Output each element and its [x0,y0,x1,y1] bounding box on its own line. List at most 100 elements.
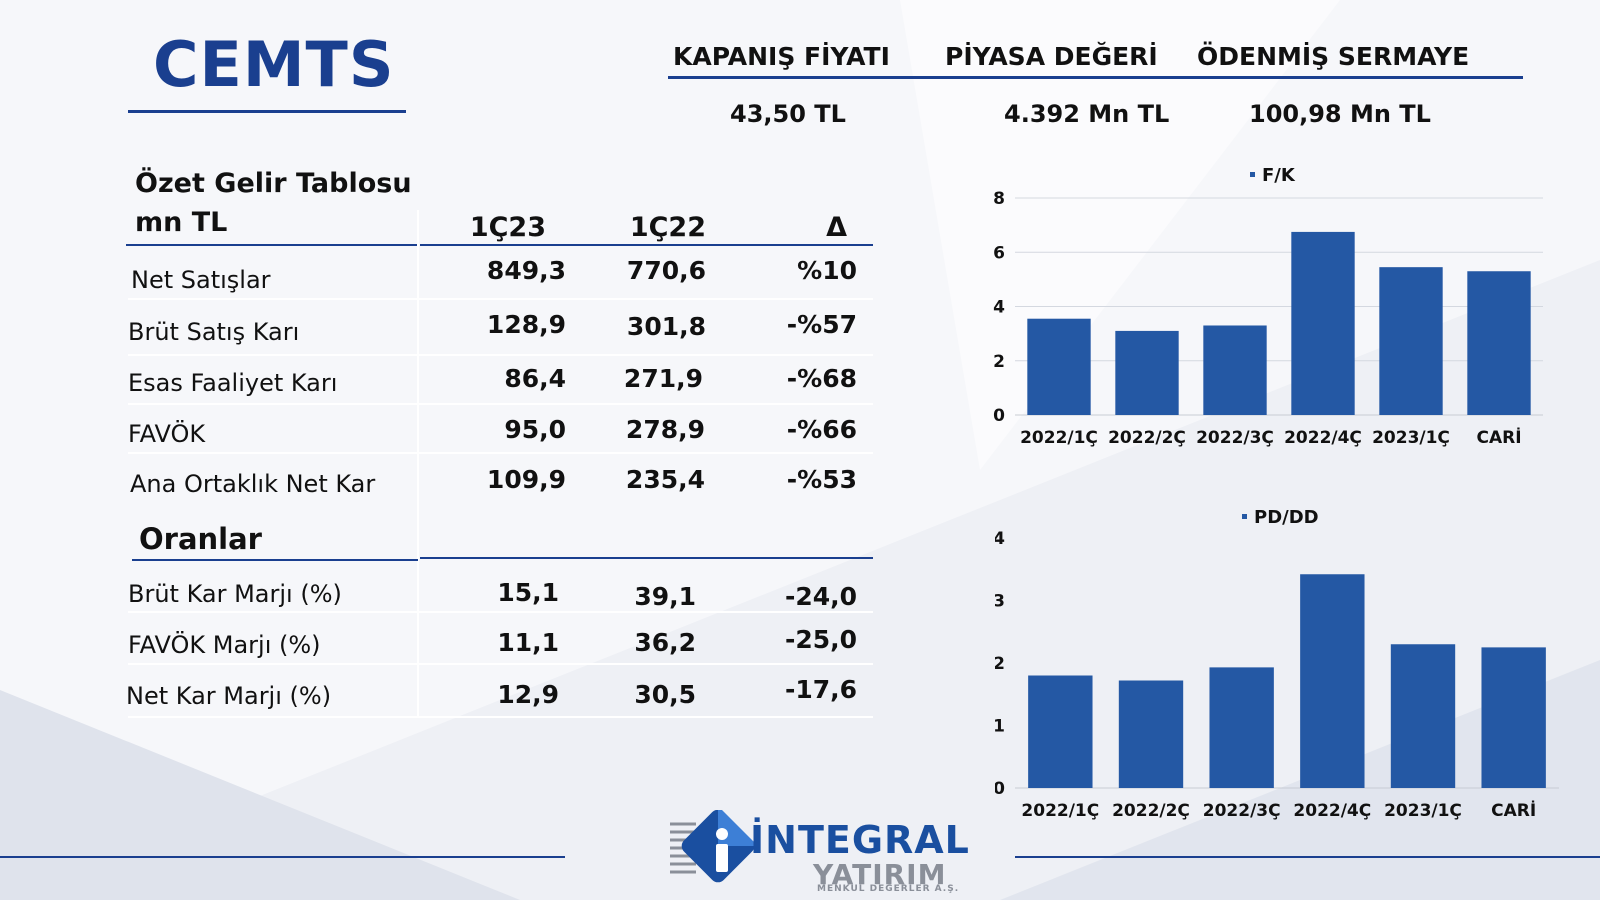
x-tick-label: 2022/2Ç [1112,801,1190,821]
closing-price-label: KAPANIŞ FİYATI [673,42,890,71]
closing-price-value: 43,50 TL [730,100,846,128]
net-profit-1c22: 235,4 [625,465,705,494]
x-tick-label: 2022/3Ç [1203,801,1281,821]
y-tick-label: 0 [993,406,1005,426]
row-label-net-margin: Net Kar Marjı (%) [126,682,332,710]
bar [1481,647,1546,788]
row-label-net-sales: Net Satışlar [131,266,271,294]
bar [1027,318,1091,415]
ratios-rule-right [420,557,873,559]
gross-profit-1c22: 301,8 [626,312,706,341]
net-margin-delta: -17,6 [784,675,857,704]
row-label-net-profit: Ana Ortaklık Net Kar [130,470,376,498]
gross-profit-delta: -%57 [786,310,857,339]
integral-logo-icon [670,810,758,883]
income-table-title: Özet Gelir Tablosu [135,168,412,199]
bar [1118,680,1184,788]
income-table-unit: mn TL [135,207,228,238]
row-label-ebitda: FAVÖK [128,420,206,448]
y-tick-label: 3 [995,592,1005,612]
x-tick-label: 2022/4Ç [1284,428,1362,448]
ratios-rule-left [132,559,418,561]
pddd-bar-chart: PD/DD 0 1 2 3 4 2022/1Ç 2022/2Ç 2022/3Ç 2022/4Ç 20… [995,507,1559,821]
ebitda-margin-1c23: 11,1 [497,628,559,657]
row-label-ebitda-margin: FAVÖK Marjı (%) [128,631,321,659]
x-tick-label: CARİ [1476,426,1521,448]
legend-label: PD/DD [1254,507,1319,528]
net-sales-delta: %10 [797,256,857,285]
legend-swatch [1250,172,1255,177]
net-margin-1c23: 12,9 [497,680,559,709]
paid-capital-value: 100,98 Mn TL [1249,100,1431,128]
bar [1209,667,1274,788]
column-header-1c22: 1Ç22 [629,212,706,243]
net-sales-1c22: 770,6 [626,256,706,285]
ebitda-margin-delta: -25,0 [784,625,857,654]
x-tick-label: 2023/1Ç [1384,801,1462,821]
row-separator [128,452,873,454]
legend-swatch [1242,514,1247,519]
row-separator [128,663,873,665]
y-tick-label: 2 [995,654,1005,674]
y-tick-label: 4 [993,298,1005,318]
y-tick-label: 8 [993,189,1005,209]
net-margin-1c22: 30,5 [634,680,696,709]
ticker-underline [128,110,406,113]
market-cap-value: 4.392 Mn TL [1004,100,1170,128]
fk-bar-chart: F/K 0 2 4 6 8 2022/1Ç 2022/2Ç 2022/3Ç 2022/4Ç 2023… [993,165,1543,448]
bar [1203,325,1267,415]
x-tick-label: 2022/3Ç [1196,428,1274,448]
x-tick-label: 2022/1Ç [1020,428,1098,448]
column-header-1c23: 1Ç23 [469,212,546,243]
operating-profit-delta: -%68 [786,364,857,393]
operating-profit-1c23: 86,4 [504,364,566,393]
logo-name: İNTEGRAL [750,818,970,862]
y-tick-label: 2 [993,352,1005,372]
net-sales-1c23: 849,3 [486,256,566,285]
ebitda-1c23: 95,0 [504,415,566,444]
row-separator [128,611,873,613]
income-header-rule-right [420,244,873,246]
gross-margin-1c23: 15,1 [497,578,559,607]
y-tick-label: 4 [995,529,1005,549]
ebitda-1c22: 278,9 [625,415,705,444]
x-tick-label: 2022/4Ç [1293,801,1371,821]
row-label-operating-profit: Esas Faaliyet Karı [128,369,338,397]
y-tick-label: 0 [995,779,1005,799]
x-tick-label: 2022/2Ç [1108,428,1186,448]
ratios-title: Oranlar [139,522,262,556]
ebitda-margin-1c22: 36,2 [634,628,696,657]
net-profit-1c23: 109,9 [486,465,566,494]
bar [1115,330,1179,415]
y-tick-label: 6 [993,243,1005,263]
x-tick-label: 2023/1Ç [1372,428,1450,448]
column-header-delta: Δ [826,212,847,243]
logo-subtitle: YATIRIM [813,858,947,891]
row-separator [128,403,873,405]
bar [1467,271,1531,415]
bar [1300,574,1365,788]
paid-capital-label: ÖDENMİŞ SERMAYE [1197,42,1470,71]
ticker-title: CEMTS [153,28,395,101]
bar [1291,231,1355,415]
y-tick-label: 1 [995,717,1005,737]
row-separator [128,354,873,356]
gross-margin-1c22: 39,1 [634,582,696,611]
row-label-gross-margin: Brüt Kar Marjı (%) [128,580,342,608]
logo-tagline: MENKUL DEĞERLER A.Ş. [817,884,960,894]
market-cap-label: PİYASA DEĞERİ [945,42,1158,71]
bar [1028,675,1093,788]
net-profit-delta: -%53 [786,465,857,494]
x-tick-label: 2022/1Ç [1021,801,1099,821]
operating-profit-1c22: 271,9 [623,364,703,393]
row-separator [128,298,873,300]
row-separator [128,716,873,718]
gross-margin-delta: -24,0 [784,582,857,611]
x-tick-label: CARİ [1491,799,1536,821]
bar [1390,644,1456,788]
ebitda-delta: -%66 [786,415,857,444]
gross-profit-1c23: 128,9 [486,310,566,339]
legend-label: F/K [1262,165,1296,186]
table-vertical-divider [417,210,419,718]
